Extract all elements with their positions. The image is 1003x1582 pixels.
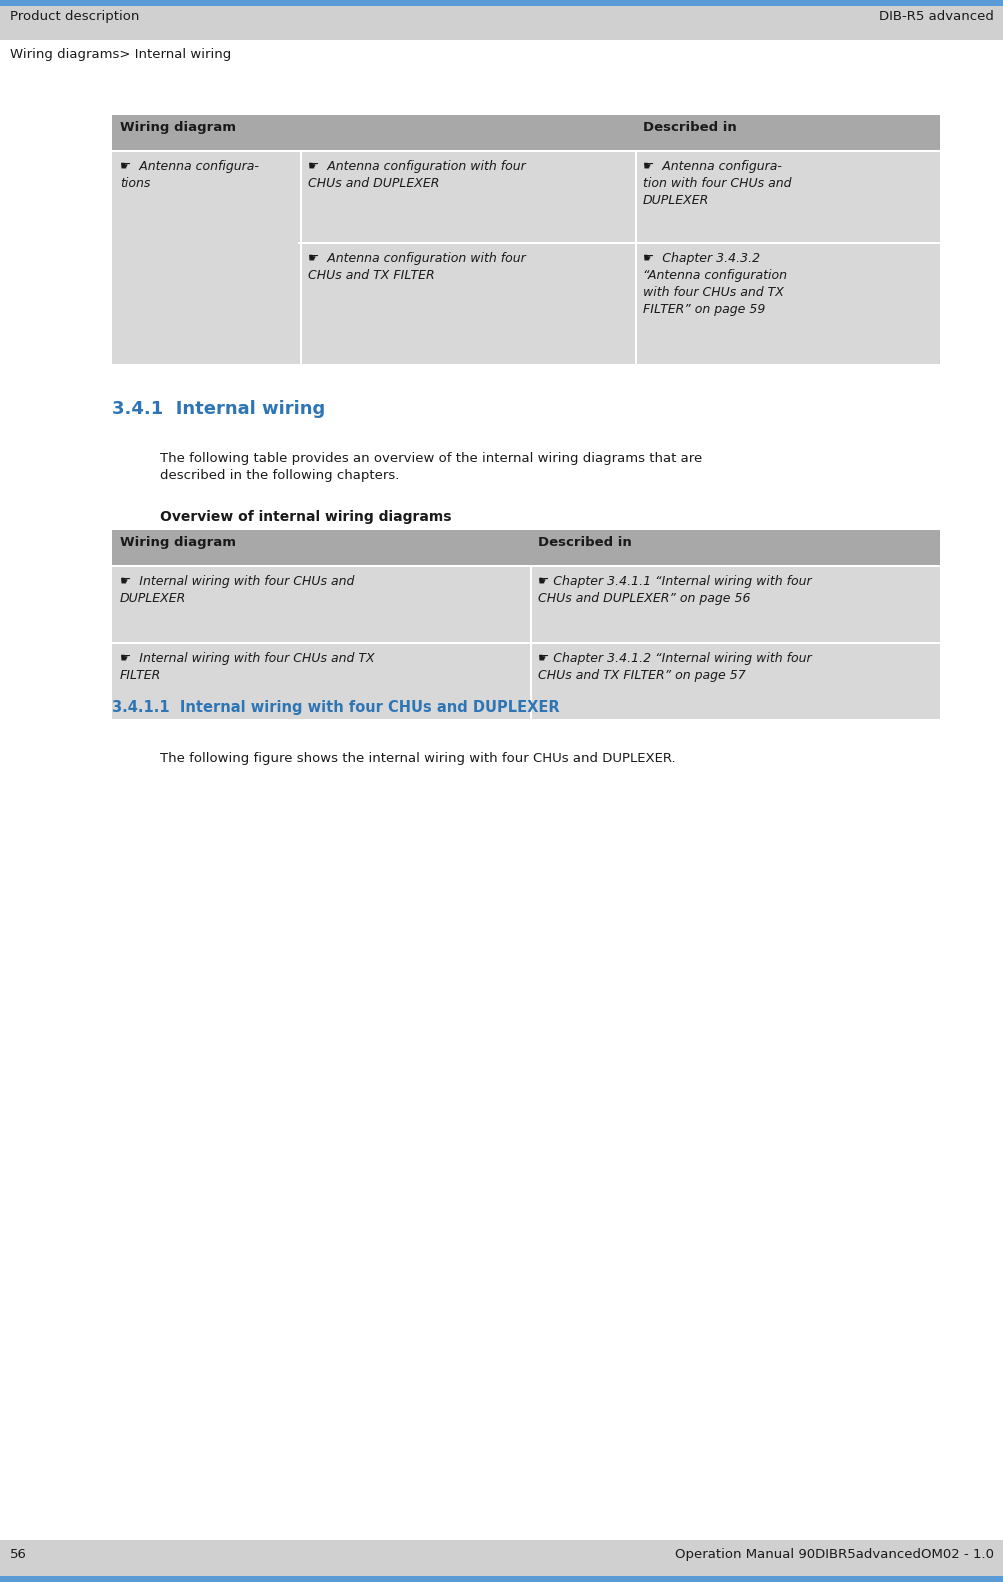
Text: Described in: Described in <box>538 536 631 549</box>
Text: ☛  Antenna configura-
tion with four CHUs and
DUPLEXER: ☛ Antenna configura- tion with four CHUs… <box>642 160 790 207</box>
Bar <box>112 244 939 364</box>
Text: DIB-R5 advanced: DIB-R5 advanced <box>879 9 993 24</box>
Bar <box>0 0 1003 6</box>
Bar <box>300 152 302 242</box>
Text: ☛ Chapter 3.4.1.2 “Internal wiring with four
CHUs and TX FILTER” on page 57: ☛ Chapter 3.4.1.2 “Internal wiring with … <box>538 652 810 682</box>
Bar <box>112 566 939 642</box>
Bar <box>0 1539 1003 1576</box>
Text: Wiring diagrams> Internal wiring: Wiring diagrams> Internal wiring <box>10 47 231 62</box>
Bar <box>300 244 302 364</box>
Text: ☛  Antenna configuration with four
CHUs and DUPLEXER: ☛ Antenna configuration with four CHUs a… <box>308 160 526 190</box>
Text: 3.4.1  Internal wiring: 3.4.1 Internal wiring <box>112 400 325 418</box>
Bar <box>0 6 1003 40</box>
Bar <box>634 152 636 242</box>
Bar <box>530 566 532 642</box>
Text: The following figure shows the internal wiring with four CHUs and DUPLEXER.: The following figure shows the internal … <box>159 751 675 766</box>
Text: Wiring diagram: Wiring diagram <box>120 536 236 549</box>
Text: ☛  Chapter 3.4.3.2
“Antenna configuration
with four CHUs and TX
FILTER” on page : ☛ Chapter 3.4.3.2 “Antenna configuration… <box>642 252 786 316</box>
Text: Described in: Described in <box>642 120 736 134</box>
Text: Operation Manual 90DIBR5advancedOM02 - 1.0: Operation Manual 90DIBR5advancedOM02 - 1… <box>674 1549 993 1561</box>
Bar <box>634 244 636 364</box>
Text: ☛  Internal wiring with four CHUs and
DUPLEXER: ☛ Internal wiring with four CHUs and DUP… <box>120 574 354 604</box>
Bar <box>112 530 939 565</box>
Bar <box>530 644 532 718</box>
Text: ☛  Antenna configuration with four
CHUs and TX FILTER: ☛ Antenna configuration with four CHUs a… <box>308 252 526 282</box>
Bar <box>112 644 939 718</box>
Text: ☛  Internal wiring with four CHUs and TX
FILTER: ☛ Internal wiring with four CHUs and TX … <box>120 652 374 682</box>
Text: ☛  Antenna configura-
tions: ☛ Antenna configura- tions <box>120 160 259 190</box>
Text: ☛ Chapter 3.4.1.1 “Internal wiring with four
CHUs and DUPLEXER” on page 56: ☛ Chapter 3.4.1.1 “Internal wiring with … <box>538 574 810 604</box>
Text: Wiring diagram: Wiring diagram <box>120 120 236 134</box>
Bar <box>112 152 298 364</box>
Bar <box>112 152 939 242</box>
Text: 3.4.1.1  Internal wiring with four CHUs and DUPLEXER: 3.4.1.1 Internal wiring with four CHUs a… <box>112 699 559 715</box>
Text: The following table provides an overview of the internal wiring diagrams that ar: The following table provides an overview… <box>159 452 701 483</box>
Text: 56: 56 <box>10 1549 27 1561</box>
Text: Overview of internal wiring diagrams: Overview of internal wiring diagrams <box>159 509 451 524</box>
Bar <box>112 115 939 150</box>
Bar <box>0 1576 1003 1582</box>
Text: Product description: Product description <box>10 9 139 24</box>
